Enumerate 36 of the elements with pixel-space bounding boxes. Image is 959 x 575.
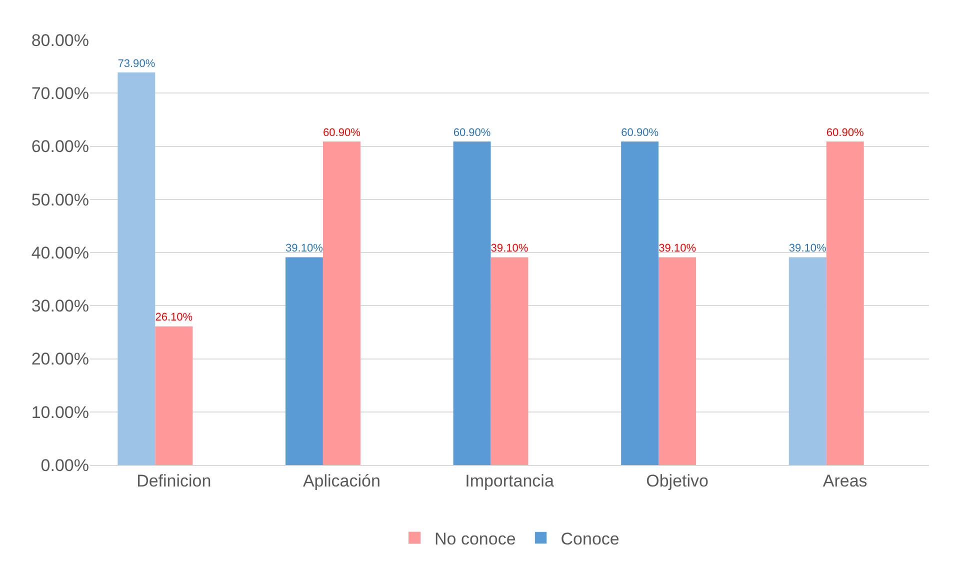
- y-tick-label: 0.00%: [40, 456, 89, 475]
- data-label: 60.90%: [621, 126, 659, 139]
- data-label: 26.10%: [155, 312, 193, 324]
- data-label: 39.10%: [490, 242, 528, 255]
- data-label: 60.90%: [453, 126, 491, 139]
- y-tick-label: 40.00%: [31, 243, 89, 262]
- x-tick-label: Areas: [822, 471, 868, 490]
- bar: [826, 141, 864, 465]
- data-label: 60.90%: [826, 126, 864, 139]
- y-tick-label: 70.00%: [31, 84, 89, 104]
- data-label: 39.10%: [658, 242, 696, 255]
- bar: [322, 141, 360, 465]
- bar: [621, 141, 659, 465]
- y-tick-label: 30.00%: [31, 296, 89, 316]
- legend-label: No conoce: [434, 529, 516, 548]
- y-tick-label: 60.00%: [31, 137, 89, 156]
- data-label: 39.10%: [788, 242, 827, 255]
- legend-label: Conoce: [560, 529, 620, 548]
- y-tick-label: 80.00%: [31, 30, 89, 50]
- data-label: 73.90%: [118, 58, 156, 70]
- x-tick-label: Definicion: [136, 471, 212, 490]
- bar: [490, 257, 528, 465]
- bar: [285, 257, 323, 465]
- y-tick-label: 20.00%: [31, 350, 89, 369]
- bar: [155, 326, 193, 465]
- data-label: 39.10%: [286, 242, 324, 255]
- x-tick-label: Importancia: [465, 471, 554, 490]
- bar: [788, 257, 826, 465]
- x-tick-label: Aplicación: [302, 471, 380, 490]
- y-tick-label: 50.00%: [31, 190, 89, 210]
- data-label: 60.90%: [322, 126, 361, 139]
- y-tick-label: 10.00%: [31, 402, 89, 422]
- x-tick-label: Objetivo: [646, 471, 708, 490]
- bar: [658, 257, 696, 465]
- bar: [118, 72, 156, 465]
- bar: [453, 141, 491, 465]
